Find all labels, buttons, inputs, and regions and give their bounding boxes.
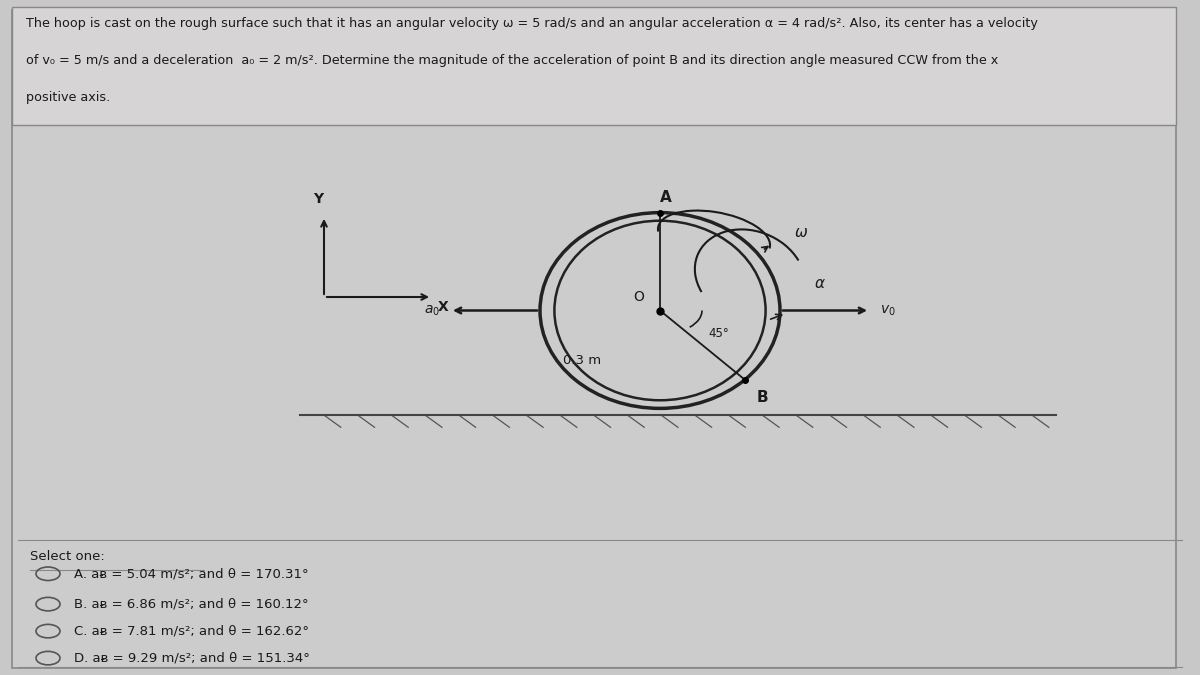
Text: Y: Y — [313, 192, 323, 206]
Text: of v₀ = 5 m/s and a deceleration  a₀ = 2 m/s². Determine the magnitude of the ac: of v₀ = 5 m/s and a deceleration a₀ = 2 … — [26, 54, 998, 67]
Text: Select one:: Select one: — [30, 550, 104, 563]
Text: $a_0$: $a_0$ — [425, 303, 440, 318]
Text: C. aᴃ = 7.81 m/s²; and θ = 162.62°: C. aᴃ = 7.81 m/s²; and θ = 162.62° — [74, 624, 310, 638]
Text: 0.3 m: 0.3 m — [563, 354, 601, 367]
Text: A: A — [660, 190, 672, 205]
Text: The hoop is cast on the rough surface such that it has an angular velocity ω = 5: The hoop is cast on the rough surface su… — [26, 17, 1038, 30]
Text: B. aᴃ = 6.86 m/s²; and θ = 160.12°: B. aᴃ = 6.86 m/s²; and θ = 160.12° — [74, 597, 310, 611]
Text: B: B — [757, 390, 768, 405]
Text: X: X — [438, 300, 449, 315]
Text: D. aᴃ = 9.29 m/s²; and θ = 151.34°: D. aᴃ = 9.29 m/s²; and θ = 151.34° — [74, 651, 311, 665]
Bar — [12, 7, 1176, 125]
Text: 45°: 45° — [708, 327, 728, 340]
Text: O: O — [632, 290, 644, 304]
Text: positive axis.: positive axis. — [26, 91, 110, 104]
Text: A. aᴃ = 5.04 m/s²; and θ = 170.31°: A. aᴃ = 5.04 m/s²; and θ = 170.31° — [74, 567, 310, 580]
Text: $\omega$: $\omega$ — [794, 225, 809, 240]
Text: $v_0$: $v_0$ — [880, 303, 895, 318]
Text: $\alpha$: $\alpha$ — [814, 275, 826, 291]
